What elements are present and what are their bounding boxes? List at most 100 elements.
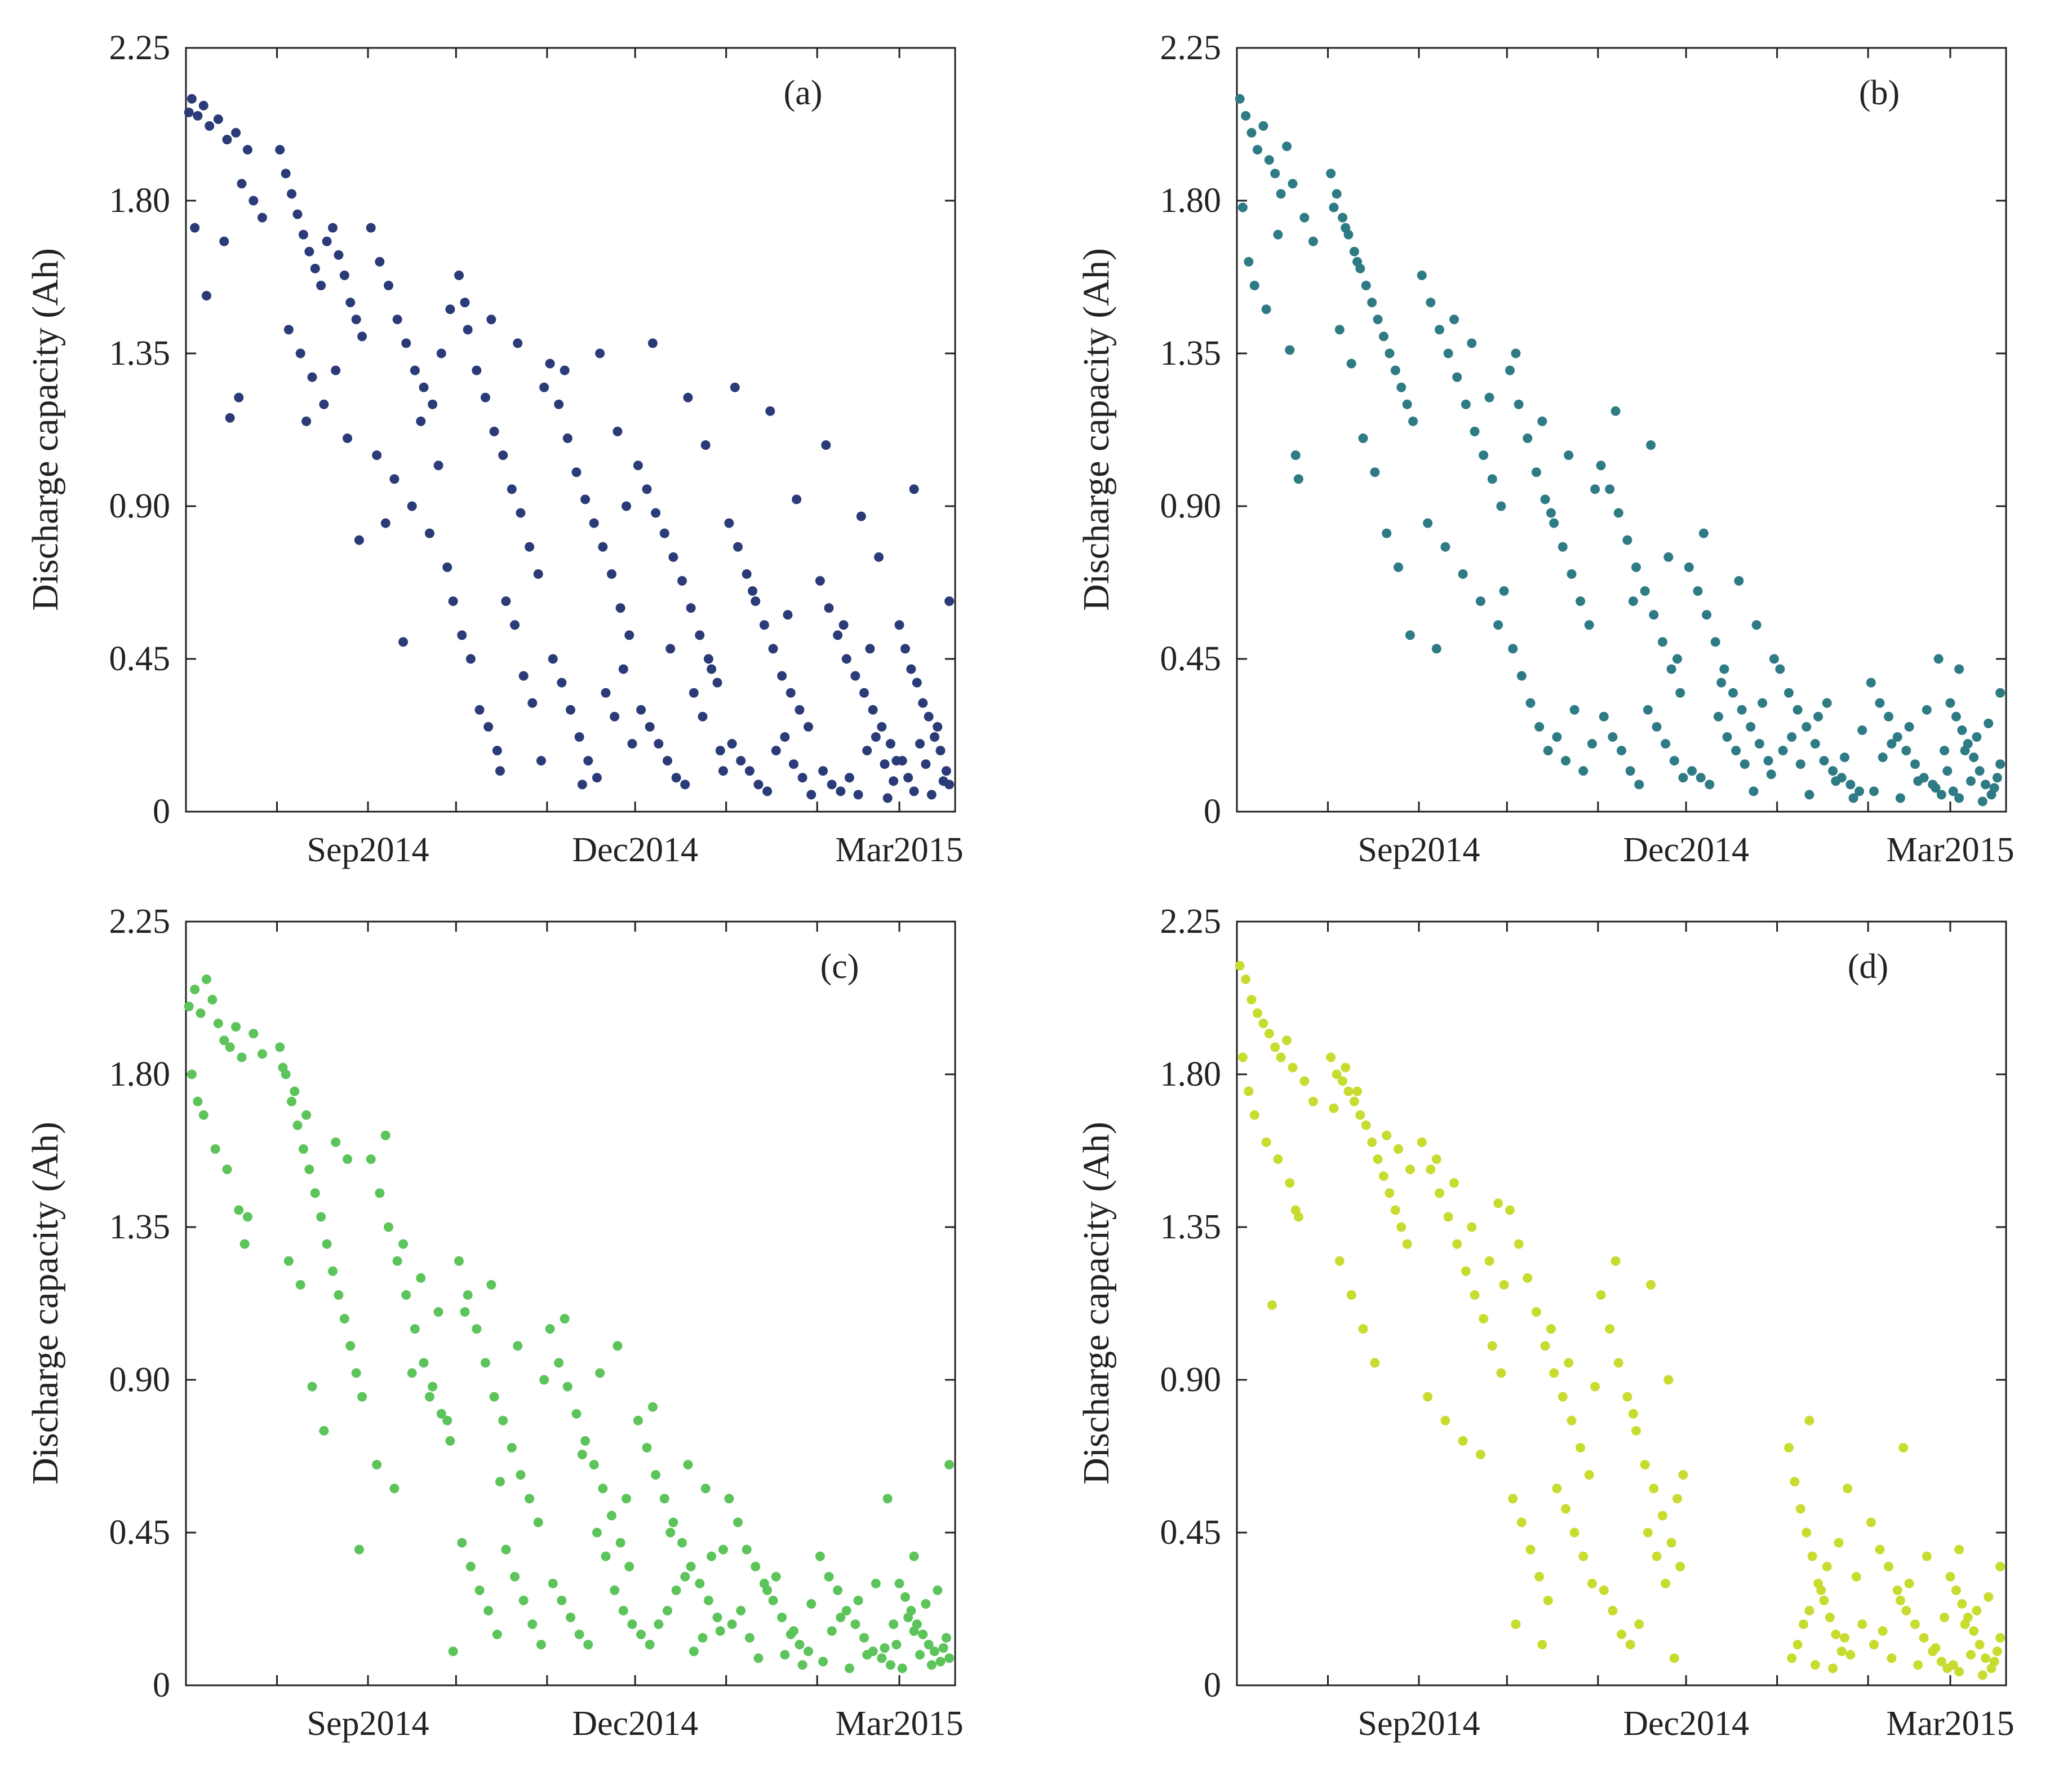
data-point <box>792 494 802 504</box>
data-point <box>1534 721 1545 732</box>
data-point <box>510 1571 520 1582</box>
data-point <box>518 671 529 681</box>
data-point <box>1878 752 1888 763</box>
data-point <box>836 1613 846 1623</box>
data-point <box>249 196 259 206</box>
data-point <box>938 776 948 786</box>
data-point <box>1977 796 1987 807</box>
data-point <box>525 1494 535 1504</box>
data-point <box>680 780 690 790</box>
data-point <box>1799 1619 1809 1630</box>
data-point <box>827 780 837 790</box>
data-point <box>1649 610 1659 620</box>
data-point <box>231 1022 241 1032</box>
data-point <box>1552 1484 1562 1494</box>
data-point <box>836 786 846 796</box>
data-point <box>1758 698 1768 708</box>
data-point <box>1514 1239 1524 1249</box>
data-point <box>292 1120 303 1130</box>
data-point <box>689 688 699 698</box>
x-tick-label: Mar2015 <box>1886 831 2014 869</box>
data-point <box>1496 1368 1506 1378</box>
data-point <box>1634 1619 1644 1630</box>
data-point <box>357 1392 367 1402</box>
data-point <box>589 518 599 528</box>
data-point <box>489 427 499 437</box>
data-point <box>804 721 814 732</box>
data-point <box>472 365 482 375</box>
data-point <box>419 382 429 392</box>
data-point <box>1945 698 1955 708</box>
data-point <box>343 1154 353 1165</box>
x-tick-label: Dec2014 <box>1623 831 1749 869</box>
data-point <box>1332 1069 1342 1079</box>
data-point <box>275 145 285 155</box>
data-point <box>566 705 575 715</box>
x-axis-ticks: Sep2014 Dec2014 Mar2015 <box>276 48 964 869</box>
data-point <box>933 1585 943 1595</box>
data-point <box>257 212 267 223</box>
data-point <box>844 773 854 783</box>
data-point <box>545 1324 555 1334</box>
data-point <box>489 1392 499 1402</box>
data-point <box>610 1585 620 1595</box>
data-point <box>859 688 869 698</box>
panel-c: 0 0.45 0.90 1.35 1.80 2.25 Sep2014 Dec2014 Mar2… <box>25 902 964 1743</box>
data-point <box>1663 552 1674 562</box>
data-point <box>804 1646 814 1657</box>
data-point <box>295 348 305 358</box>
data-point <box>304 246 314 256</box>
data-point <box>351 1368 361 1378</box>
data-point <box>1857 725 1867 735</box>
y-axis-ticks: 0 0.45 0.90 1.35 1.80 2.25 <box>1160 29 2006 831</box>
data-point <box>562 1382 573 1392</box>
data-point <box>1537 1640 1547 1650</box>
panel-a: 0 0.45 0.90 1.35 1.80 2.25 Sep2014 Dec2014 Mar2… <box>25 29 964 869</box>
data-point <box>1440 542 1450 552</box>
data-point <box>536 1640 546 1650</box>
data-point <box>1505 1205 1515 1215</box>
data-point <box>1235 960 1245 971</box>
data-point <box>242 145 252 155</box>
data-point <box>850 1619 860 1630</box>
data-point <box>1516 1517 1527 1528</box>
data-point <box>401 1290 411 1300</box>
data-point <box>727 739 737 749</box>
x-tick-label: Mar2015 <box>1886 1704 2014 1743</box>
data-point <box>1749 786 1759 796</box>
data-point <box>283 1256 294 1266</box>
data-point <box>1525 698 1536 708</box>
data-point <box>1819 756 1829 766</box>
data-point <box>465 654 476 664</box>
data-point <box>1989 1657 1999 1667</box>
data-point <box>659 1494 669 1504</box>
data-point <box>1778 746 1788 756</box>
data-point <box>1948 786 1958 796</box>
data-point <box>780 732 790 742</box>
data-point <box>1965 1650 1976 1660</box>
data-point <box>1652 1551 1662 1561</box>
data-point <box>301 416 312 426</box>
data-point <box>436 1409 446 1419</box>
data-point <box>231 128 241 138</box>
x-axis-ticks: Sep2014 Dec2014 Mar2015 <box>1327 922 2015 1743</box>
data-point <box>445 1436 455 1446</box>
data-point <box>788 1626 798 1636</box>
data-point <box>536 756 546 766</box>
data-point <box>751 1561 761 1571</box>
data-point <box>742 569 752 579</box>
data-point <box>1804 790 1814 800</box>
data-point <box>1596 1290 1606 1300</box>
data-point <box>1887 739 1897 749</box>
data-point <box>1754 739 1764 749</box>
data-point <box>1669 1653 1679 1663</box>
data-point <box>698 711 708 721</box>
data-point <box>495 1477 505 1487</box>
data-point <box>201 974 211 984</box>
data-point <box>237 179 247 189</box>
data-point <box>786 688 796 698</box>
data-point <box>592 1528 602 1538</box>
data-point <box>1258 1019 1268 1029</box>
data-point <box>375 1188 385 1198</box>
data-point <box>1329 202 1339 212</box>
